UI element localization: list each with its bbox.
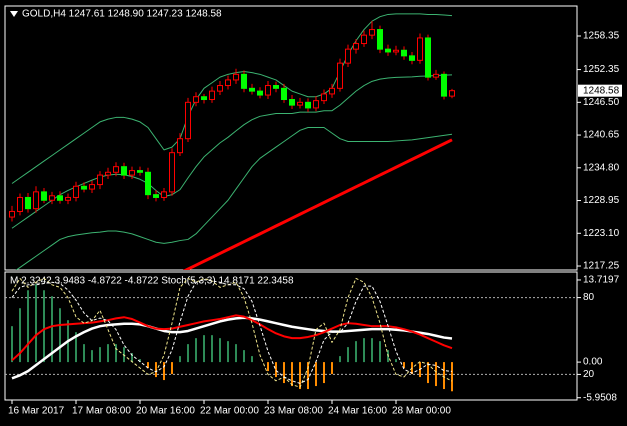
candle-body [281,87,287,101]
x-tick-label: 16 Mar 2017 [8,406,65,417]
candle-body [129,170,135,176]
candle-body [73,185,79,198]
candle-body [161,191,167,198]
candle-body [233,73,239,81]
x-tick-label: 20 Mar 16:00 [136,406,195,417]
candle-body [89,184,95,190]
x-tick-label: 17 Mar 08:00 [72,406,131,417]
line-series [182,138,453,270]
candle-body [137,170,143,173]
line-series [11,13,453,184]
candle-body [417,37,423,61]
candle-body [177,138,183,154]
candle-body [337,62,343,89]
candle-body [49,195,55,201]
candle-body [265,85,271,96]
y-tick-label: 1223.10 [583,228,620,239]
candle-body [57,195,63,201]
candle-body [25,196,31,210]
candle-body [105,171,111,176]
y2-tick-label: 80 [583,292,595,303]
candle-body [241,73,247,89]
y-tick-label: 1258.35 [583,31,620,42]
y-tick-label: 1217.25 [583,261,620,272]
candle-body [113,166,119,173]
indicator-plot [5,277,577,392]
candle-body [361,34,367,45]
line-series [11,74,453,229]
candle-body [369,29,375,36]
symbol-icon [10,11,18,17]
candle-body [289,99,295,106]
candle-body [393,49,399,53]
candle-body [433,73,439,78]
candle-body [145,171,151,196]
indicator-pane-frame [4,271,578,401]
main-pane-frame [4,5,578,271]
candle-body [209,90,215,101]
candle-body [33,191,39,210]
candle-body [321,93,327,102]
y-tick-label: 1234.80 [583,162,620,173]
x-tick-label: 24 Mar 16:00 [328,406,387,417]
candle-body [185,101,191,140]
y-tick-label: 13.7197 [583,275,620,286]
x-tick-label: 28 Mar 00:00 [392,406,451,417]
candle-body [409,55,415,61]
candle-body [305,101,311,109]
candle-body [425,37,431,78]
y-tick-label: 1252.35 [583,64,620,75]
line-series [11,314,453,362]
candle-body [273,85,279,89]
candle-body [81,185,87,190]
main-plot [9,13,455,270]
y-tick-label: 1246.50 [583,97,620,108]
indicator-title: M 2.3242 3.9483 -4.8722 -4.8722 Stoch(5,… [10,276,294,287]
candle-body [385,48,391,53]
candle-body [353,43,359,50]
candle-body [441,73,447,97]
candle-body [297,101,303,106]
price-marker [578,84,622,97]
candle-body [41,191,47,201]
y-tick-label: -5.9508 [583,392,617,403]
y2-tick-label: 20 [583,369,595,380]
price-marker-label: 1248.58 [583,85,620,96]
candle-body [313,100,319,109]
candle-body [449,90,455,97]
line-series [15,127,453,270]
candle-body [377,29,383,50]
candle-body [225,79,231,87]
candle-body [345,48,351,64]
candle-body [9,210,15,218]
candle-body [401,49,407,57]
candle-body [201,96,207,101]
y-tick-label: 1240.65 [583,130,620,141]
chart-title: GOLD,H4 1247.61 1248.90 1247.23 1248.58 [22,9,222,20]
candle-body [249,87,255,92]
candle-body [169,152,175,193]
y-tick-label: 1228.95 [583,195,620,206]
candle-body [257,90,263,96]
line-series [11,316,453,380]
candle-body [121,166,127,176]
candle-body [193,96,199,103]
y-tick-label: 0.00 [583,357,603,368]
candle-body [65,196,71,201]
x-tick-label: 23 Mar 08:00 [264,406,323,417]
candle-body [17,196,23,212]
candle-body [217,85,223,92]
candle-body [329,87,335,95]
candle-body [97,174,103,186]
candle-body [153,194,159,198]
x-tick-label: 22 Mar 00:00 [200,406,259,417]
